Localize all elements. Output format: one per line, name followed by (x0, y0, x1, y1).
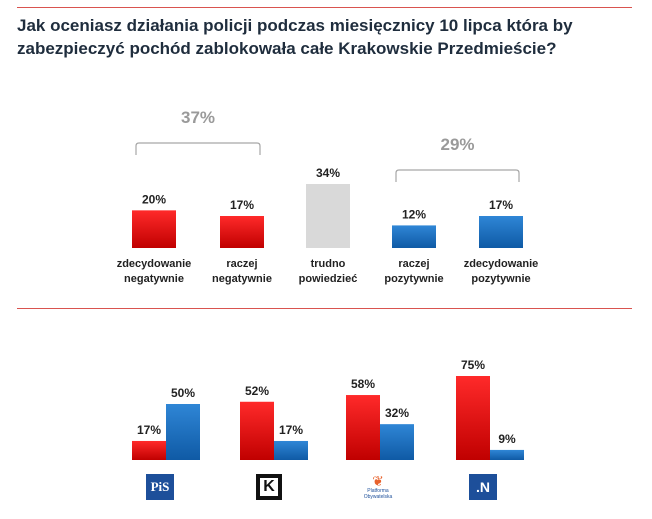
overall-category-label-5-2: pozytywnie (471, 273, 530, 285)
party-bar-2-negatywnie (240, 401, 274, 460)
party-value-label-2-negatywnie: 52% (245, 384, 269, 398)
po-logo-text: Platforma Obywatelska (363, 488, 393, 500)
overall-bar-1 (132, 210, 176, 248)
title-line-1: Jak oceniasz działania policji podczas m… (17, 16, 573, 35)
overall-value-label-1: 20% (142, 192, 166, 206)
overall-category-label-4-2: pozytywnie (384, 273, 443, 285)
overall-category-label-4-1: raczej (398, 258, 429, 270)
overall-bar-3 (306, 184, 350, 248)
overall-category-label-3-2: powiedzieć (299, 273, 358, 285)
party-bar-4-negatywnie (456, 376, 490, 460)
title-line-2: zabezpieczyć pochód zablokowała całe Kra… (17, 39, 557, 58)
overall-bar-4 (392, 225, 436, 248)
group-total-label-1: 37% (181, 108, 215, 127)
party-bar-1-pozytywnie (166, 404, 200, 460)
party-value-label-1-negatywnie: 17% (137, 423, 161, 437)
group-total-label-2: 29% (440, 135, 474, 154)
overall-category-label-3-1: trudno (311, 258, 346, 270)
overall-value-label-4: 12% (402, 207, 426, 221)
overall-category-label-1-2: negatywnie (124, 273, 184, 285)
party-bar-3-pozytywnie (380, 424, 414, 460)
party-bar-3-negatywnie (346, 395, 380, 460)
overall-category-label-5-1: zdecydowanie (464, 258, 539, 270)
overall-value-label-5: 17% (489, 198, 513, 212)
party-bar-2-pozytywnie (274, 440, 308, 460)
party-value-label-3-negatywnie: 58% (351, 377, 375, 391)
overall-category-label-1-1: zdecydowanie (117, 258, 192, 270)
overall-category-label-2-1: raczej (226, 258, 257, 270)
pis-logo-text: PiS (150, 479, 170, 494)
party-value-label-4-pozytywnie: 9% (498, 432, 516, 446)
overall-category-label-2-2: negatywnie (212, 273, 272, 285)
party-bar-1-negatywnie (132, 440, 166, 460)
po-heart-icon: ❦ (372, 473, 384, 489)
kukiz-logo: K (256, 474, 282, 500)
top-divider (17, 7, 632, 8)
chart-title: Jak oceniasz działania policji podczas m… (17, 14, 637, 60)
middle-divider (17, 308, 632, 309)
pis-logo: PiS (146, 474, 174, 500)
nowoczesna-logo: .N (469, 474, 497, 500)
overall-value-label-3: 34% (316, 166, 340, 180)
party-value-label-1-pozytywnie: 50% (171, 386, 195, 400)
nowoczesna-logo-text: .N (476, 479, 490, 495)
overall-bar-5 (479, 216, 523, 248)
party-value-label-4-negatywnie: 75% (461, 358, 485, 372)
overall-bar-2 (220, 216, 264, 248)
kukiz-logo-text: K (260, 478, 278, 496)
group-bracket-1 (135, 142, 261, 155)
group-bracket-2 (395, 169, 520, 182)
party-value-label-2-pozytywnie: 17% (279, 423, 303, 437)
po-logo: ❦ Platforma Obywatelska (357, 474, 399, 500)
party-bar-4-pozytywnie (490, 449, 524, 460)
party-value-label-3-pozytywnie: 32% (385, 406, 409, 420)
overall-value-label-2: 17% (230, 198, 254, 212)
